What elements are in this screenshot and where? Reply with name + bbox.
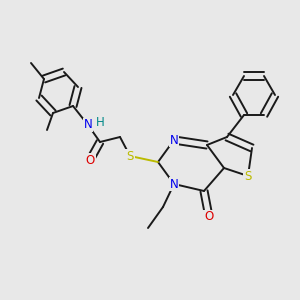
Text: O: O <box>204 211 214 224</box>
Text: N: N <box>84 118 92 131</box>
Text: S: S <box>126 149 134 163</box>
Text: S: S <box>244 169 252 182</box>
Text: N: N <box>169 178 178 190</box>
Text: O: O <box>85 154 94 166</box>
Text: H: H <box>96 116 104 130</box>
Text: N: N <box>169 134 178 146</box>
